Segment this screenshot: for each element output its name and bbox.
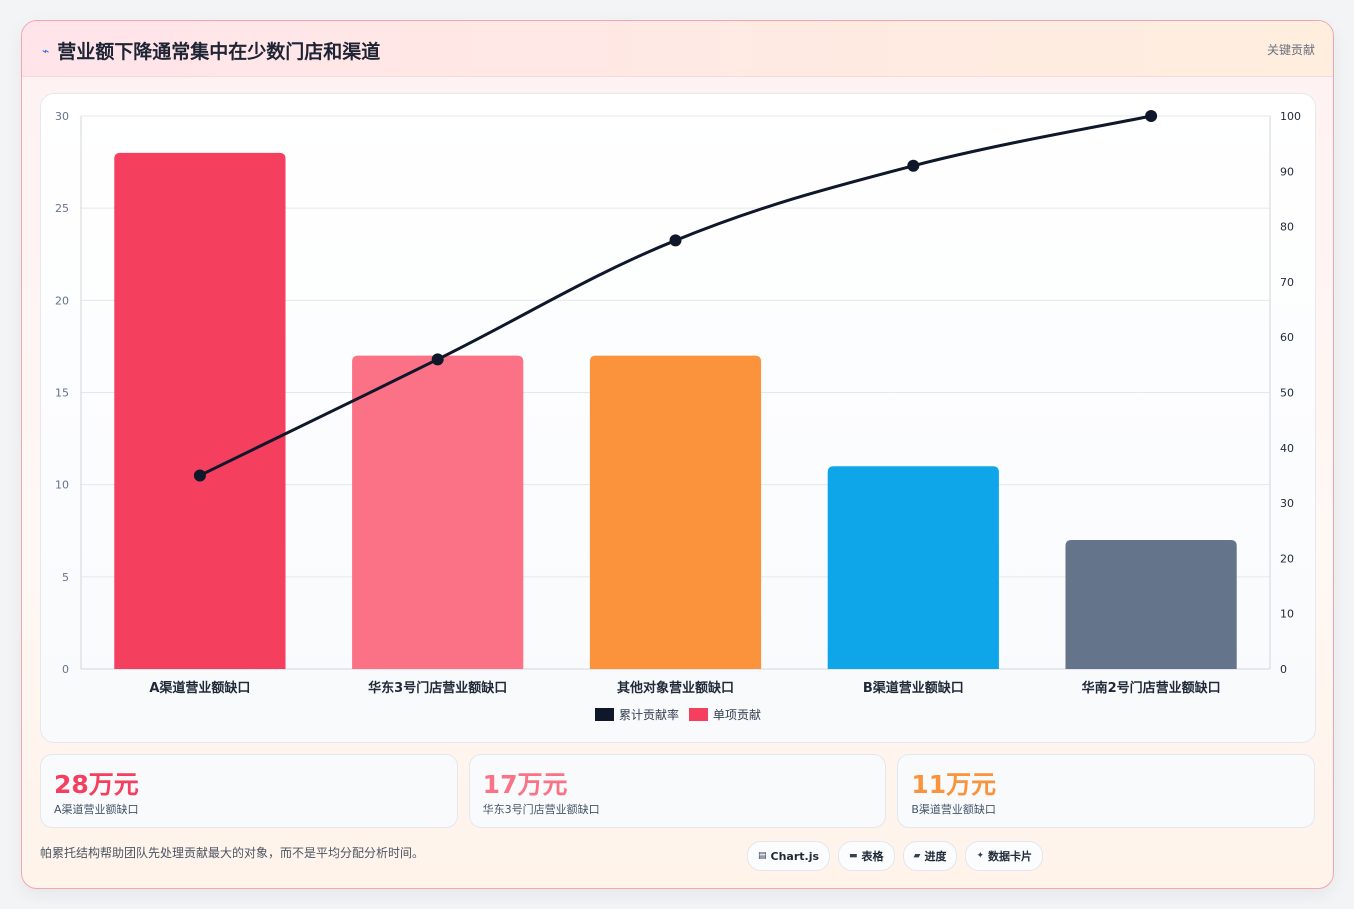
chip-label: 表格: [861, 850, 884, 863]
legend-swatch-cumulative: [594, 708, 614, 721]
cumulative-point: [907, 159, 920, 172]
x-tick-label: 华南2号门店营业额缺口: [1082, 680, 1221, 696]
header-tag: 关键贡献: [1266, 43, 1315, 57]
y-tick-label-left: 0: [62, 663, 69, 676]
title-text: 营业额下降通常集中在少数门店和渠道: [57, 41, 381, 63]
chip-table[interactable]: ▬ 表格: [838, 841, 895, 871]
x-tick-label: A渠道营业额缺口: [149, 680, 250, 696]
y-tick-label-left: 15: [55, 387, 69, 400]
y-tick-label-right: 0: [1280, 663, 1287, 676]
stat-label: 华东3号门店营业额缺口: [482, 803, 600, 816]
y-tick-label-right: 10: [1280, 608, 1294, 621]
chip-data-card[interactable]: ✦ 数据卡片: [965, 841, 1044, 871]
y-tick-label-right: 20: [1280, 552, 1294, 565]
legend-label-single: 单项贡献: [713, 708, 762, 722]
legend-item-cumulative[interactable]: 累计贡献率: [594, 706, 679, 723]
card-icon: ✦: [976, 851, 985, 861]
legend-item-single[interactable]: 单项贡献: [689, 706, 761, 723]
y-tick-label-left: 5: [62, 571, 69, 584]
bar: [1065, 539, 1237, 669]
stat-value: 17万元: [482, 770, 568, 799]
table-icon: ▬: [849, 851, 858, 861]
card-header: ⌁ 营业额下降通常集中在少数门店和渠道 关键贡献: [22, 21, 1333, 77]
stat-card: 17万元 华东3号门店营业额缺口: [468, 754, 887, 828]
bar: [827, 466, 999, 669]
y-tick-label-left: 25: [55, 202, 69, 215]
stat-cards: 28万元 A渠道营业额缺口 17万元 华东3号门店营业额缺口 11万元 B渠道营…: [40, 754, 1316, 828]
chart-icon: ▤: [758, 851, 767, 861]
y-tick-label-left: 30: [55, 110, 69, 123]
pareto-chart: 0 5 10 15 20 25 30 0 10 20 30 40 50 60 70 80 90 100 A渠道营业额…: [55, 110, 1301, 696]
y-tick-label-right: 70: [1280, 276, 1294, 289]
stat-label: A渠道营业额缺口: [54, 803, 139, 816]
cumulative-point: [431, 353, 444, 366]
y-tick-label-left: 10: [55, 479, 69, 492]
bar: [352, 355, 524, 669]
chart-area: 0 5 10 15 20 25 30 0 10 20 30 40 50 60 70 80 90 100 A渠道营业额…: [40, 93, 1316, 743]
x-tick-label: 其他对象营业额缺口: [617, 680, 734, 696]
y-tick-label-right: 100: [1280, 110, 1301, 123]
stat-value: 11万元: [911, 770, 997, 799]
bar: [589, 355, 762, 669]
x-tick-label: B渠道营业额缺口: [863, 680, 964, 696]
y-tick-label-right: 40: [1280, 442, 1294, 455]
cumulative-point: [669, 234, 682, 247]
legend-swatch-single: [689, 708, 708, 721]
stat-label: B渠道营业额缺口: [911, 803, 996, 816]
progress-icon: ▰: [913, 851, 921, 861]
y-tick-label-right: 50: [1280, 387, 1294, 400]
chip-chartjs[interactable]: ▤ Chart.js: [747, 841, 831, 871]
footer-note: 帕累托结构帮助团队先处理贡献最大的对象，而不是平均分配分析时间。: [40, 846, 425, 860]
y-tick-label-left: 20: [55, 294, 69, 307]
chart-card: ⌁ 营业额下降通常集中在少数门店和渠道 关键贡献 0 5 10 15 20 25 30 0 10…: [21, 20, 1334, 889]
y-tick-label-right: 60: [1280, 331, 1294, 344]
cumulative-point: [1145, 110, 1158, 122]
chip-progress[interactable]: ▰ 进度: [902, 841, 958, 871]
cumulative-point: [193, 469, 206, 482]
x-tick-label: 华东3号门店营业额缺口: [368, 680, 507, 696]
page-title: ⌁ 营业额下降通常集中在少数门店和渠道: [42, 37, 380, 64]
tech-chips: ▤ Chart.js ▬ 表格 ▰ 进度 ✦ 数据卡片: [747, 841, 1044, 871]
legend-label-cumulative: 累计贡献率: [618, 708, 679, 722]
bar: [114, 152, 286, 669]
chart-legend: 累计贡献率 单项贡献: [41, 706, 1315, 723]
y-tick-label-right: 30: [1280, 497, 1294, 510]
y-tick-label-right: 80: [1280, 221, 1294, 234]
chip-label: 进度: [924, 850, 947, 863]
stat-value: 28万元: [54, 770, 139, 799]
stat-card: 11万元 B渠道营业额缺口: [897, 754, 1316, 828]
y-tick-label-right: 90: [1280, 165, 1294, 178]
chip-label: 数据卡片: [988, 850, 1033, 863]
stat-card: 28万元 A渠道营业额缺口: [40, 754, 458, 828]
chip-label: Chart.js: [770, 849, 820, 863]
lightning-icon: ⌁: [42, 43, 50, 58]
